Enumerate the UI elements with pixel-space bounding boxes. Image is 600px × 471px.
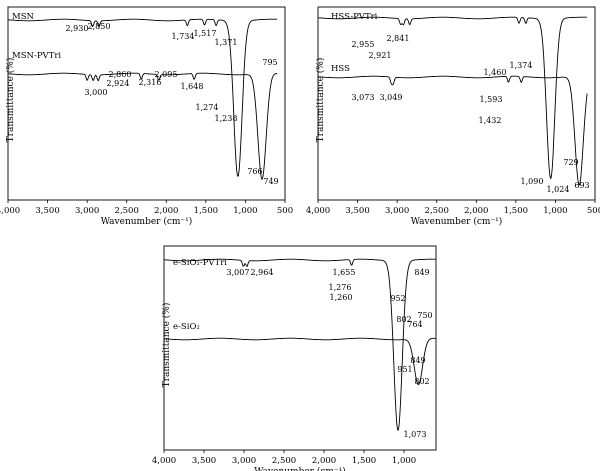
peak-label: 1,593 <box>480 95 503 104</box>
x-tick-label: 1,000 <box>233 206 257 216</box>
peak-label: 1,371 <box>215 38 238 47</box>
x-tick-label: 3,000 <box>385 206 409 216</box>
peak-label: 795 <box>262 58 277 67</box>
x-tick-label: 3,000 <box>75 206 99 216</box>
x-tick-label: 1,000 <box>392 456 416 466</box>
peak-label: 802 <box>396 315 411 324</box>
peak-label: 2,924 <box>107 79 130 88</box>
peak-label: 3,007 <box>227 268 250 277</box>
x-tick-label: 1,500 <box>504 206 528 216</box>
y-axis-label: Transmittance (%) <box>161 303 172 388</box>
plot-frame <box>163 245 437 451</box>
peak-label: 1,276 <box>329 283 352 292</box>
peak-label: 1,260 <box>330 293 353 302</box>
peak-label: 750 <box>417 311 432 320</box>
series-line <box>8 72 278 180</box>
series-line <box>318 16 588 180</box>
peak-label: 2,964 <box>251 268 274 277</box>
peak-label: 849 <box>410 356 425 365</box>
x-tick-label: 3,500 <box>345 206 369 216</box>
x-tick-label: 4,000 <box>306 206 330 216</box>
panel-b: 4,000 3,500 3,000 2,500 2,000 1,500 1,000 500 Wa… <box>306 6 600 227</box>
x-tick-label: 2,500 <box>425 206 449 216</box>
series-label: e-SiO₂ <box>173 322 200 332</box>
series-label: e-SiO₂-PVTri <box>173 258 227 268</box>
peak-label: 764 <box>407 320 422 329</box>
peak-label: 952 <box>390 294 405 303</box>
series-line <box>318 75 588 186</box>
peak-label: 2,841 <box>387 34 410 43</box>
x-tick-label: 4,000 <box>0 206 20 216</box>
x-tick-label: 2,500 <box>272 456 296 466</box>
series-label: MSN <box>12 12 35 22</box>
x-tick-label: 500 <box>587 206 600 216</box>
x-tick-label: 2,500 <box>115 206 139 216</box>
plot-frame <box>7 6 286 201</box>
x-tick-label: 3,500 <box>35 206 59 216</box>
peak-label: 1,024 <box>547 185 570 194</box>
peak-label: 1,238 <box>215 114 238 123</box>
x-tick-label: 3,500 <box>192 456 216 466</box>
panel-a: 4,000 3,500 3,000 2,500 2,000 1,500 1,000 500 Wa… <box>0 6 293 227</box>
peak-label: 1,274 <box>196 103 219 112</box>
peak-label: 749 <box>263 177 278 186</box>
peak-label: 2,095 <box>155 70 178 79</box>
y-axis-label: Transmittance (%) <box>315 58 326 143</box>
peak-label: 1,460 <box>484 68 507 77</box>
x-axis-label: Wavenumber (cm⁻¹) <box>254 466 346 471</box>
panel-c: 4,000 3,500 3,000 2,500 2,000 1,500 1,000 Waven… <box>152 245 437 471</box>
peak-label: 3,073 <box>352 93 375 102</box>
x-axis-label: Wavenumber (cm⁻¹) <box>101 216 193 227</box>
peak-label: 1,734 <box>172 32 195 41</box>
peak-label: 2,850 <box>88 22 111 31</box>
x-tick-label: 3,000 <box>232 456 256 466</box>
x-tick-label: 1,500 <box>352 456 376 466</box>
x-tick-label: 1,000 <box>543 206 567 216</box>
peak-label: 802 <box>414 377 429 386</box>
peak-label: 2,316 <box>139 78 162 87</box>
series-label: HSS <box>331 64 350 74</box>
x-axis-label: Wavenumber (cm⁻¹) <box>411 216 503 227</box>
x-tick-label: 2,000 <box>154 206 178 216</box>
series-line <box>8 18 278 177</box>
peak-label: 2,860 <box>109 70 132 79</box>
peak-label: 693 <box>574 181 589 190</box>
series-label: MSN-PVTri <box>12 51 61 61</box>
peak-label: 951 <box>397 365 412 374</box>
peak-label: 2,930 <box>66 24 89 33</box>
peak-label: 849 <box>414 268 429 277</box>
peak-label: 1,517 <box>194 29 217 38</box>
peak-label: 2,955 <box>352 40 375 49</box>
x-tick-label: 2,000 <box>312 456 336 466</box>
peak-label: 1,090 <box>521 177 544 186</box>
peak-label: 1,073 <box>404 430 427 439</box>
peak-label: 1,648 <box>181 82 204 91</box>
series-label: HSS-PVTri <box>331 12 378 22</box>
series-line <box>164 337 436 386</box>
peak-label: 1,655 <box>333 268 356 277</box>
x-tick-label: 500 <box>277 206 293 216</box>
series-line <box>164 258 437 431</box>
peak-label: 1,374 <box>510 61 533 70</box>
x-tick-label: 2,000 <box>464 206 488 216</box>
peak-label: 2,921 <box>369 51 392 60</box>
peak-label: 729 <box>563 158 578 167</box>
peak-label: 1,432 <box>479 116 502 125</box>
peak-label: 766 <box>247 167 262 176</box>
x-tick-label: 1,500 <box>194 206 218 216</box>
peak-label: 3,049 <box>380 93 403 102</box>
y-axis-label: Transmittance (%) <box>5 58 16 143</box>
peak-label: 3,000 <box>85 88 108 97</box>
x-tick-label: 4,000 <box>152 456 176 466</box>
plot-frame <box>317 6 596 201</box>
